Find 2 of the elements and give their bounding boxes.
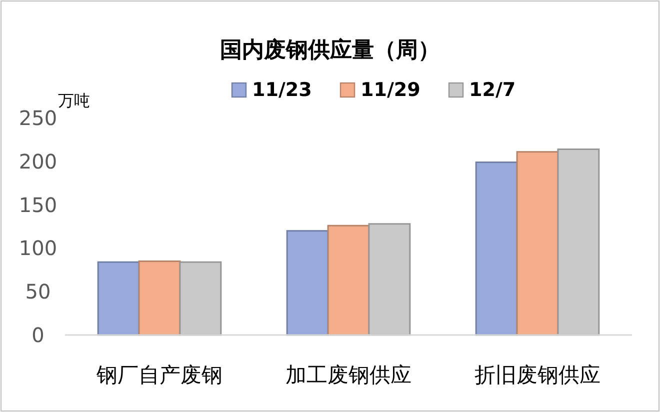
title: 国内废钢供应量（周）: [220, 38, 440, 63]
ylabel: 万吨: [58, 91, 90, 110]
